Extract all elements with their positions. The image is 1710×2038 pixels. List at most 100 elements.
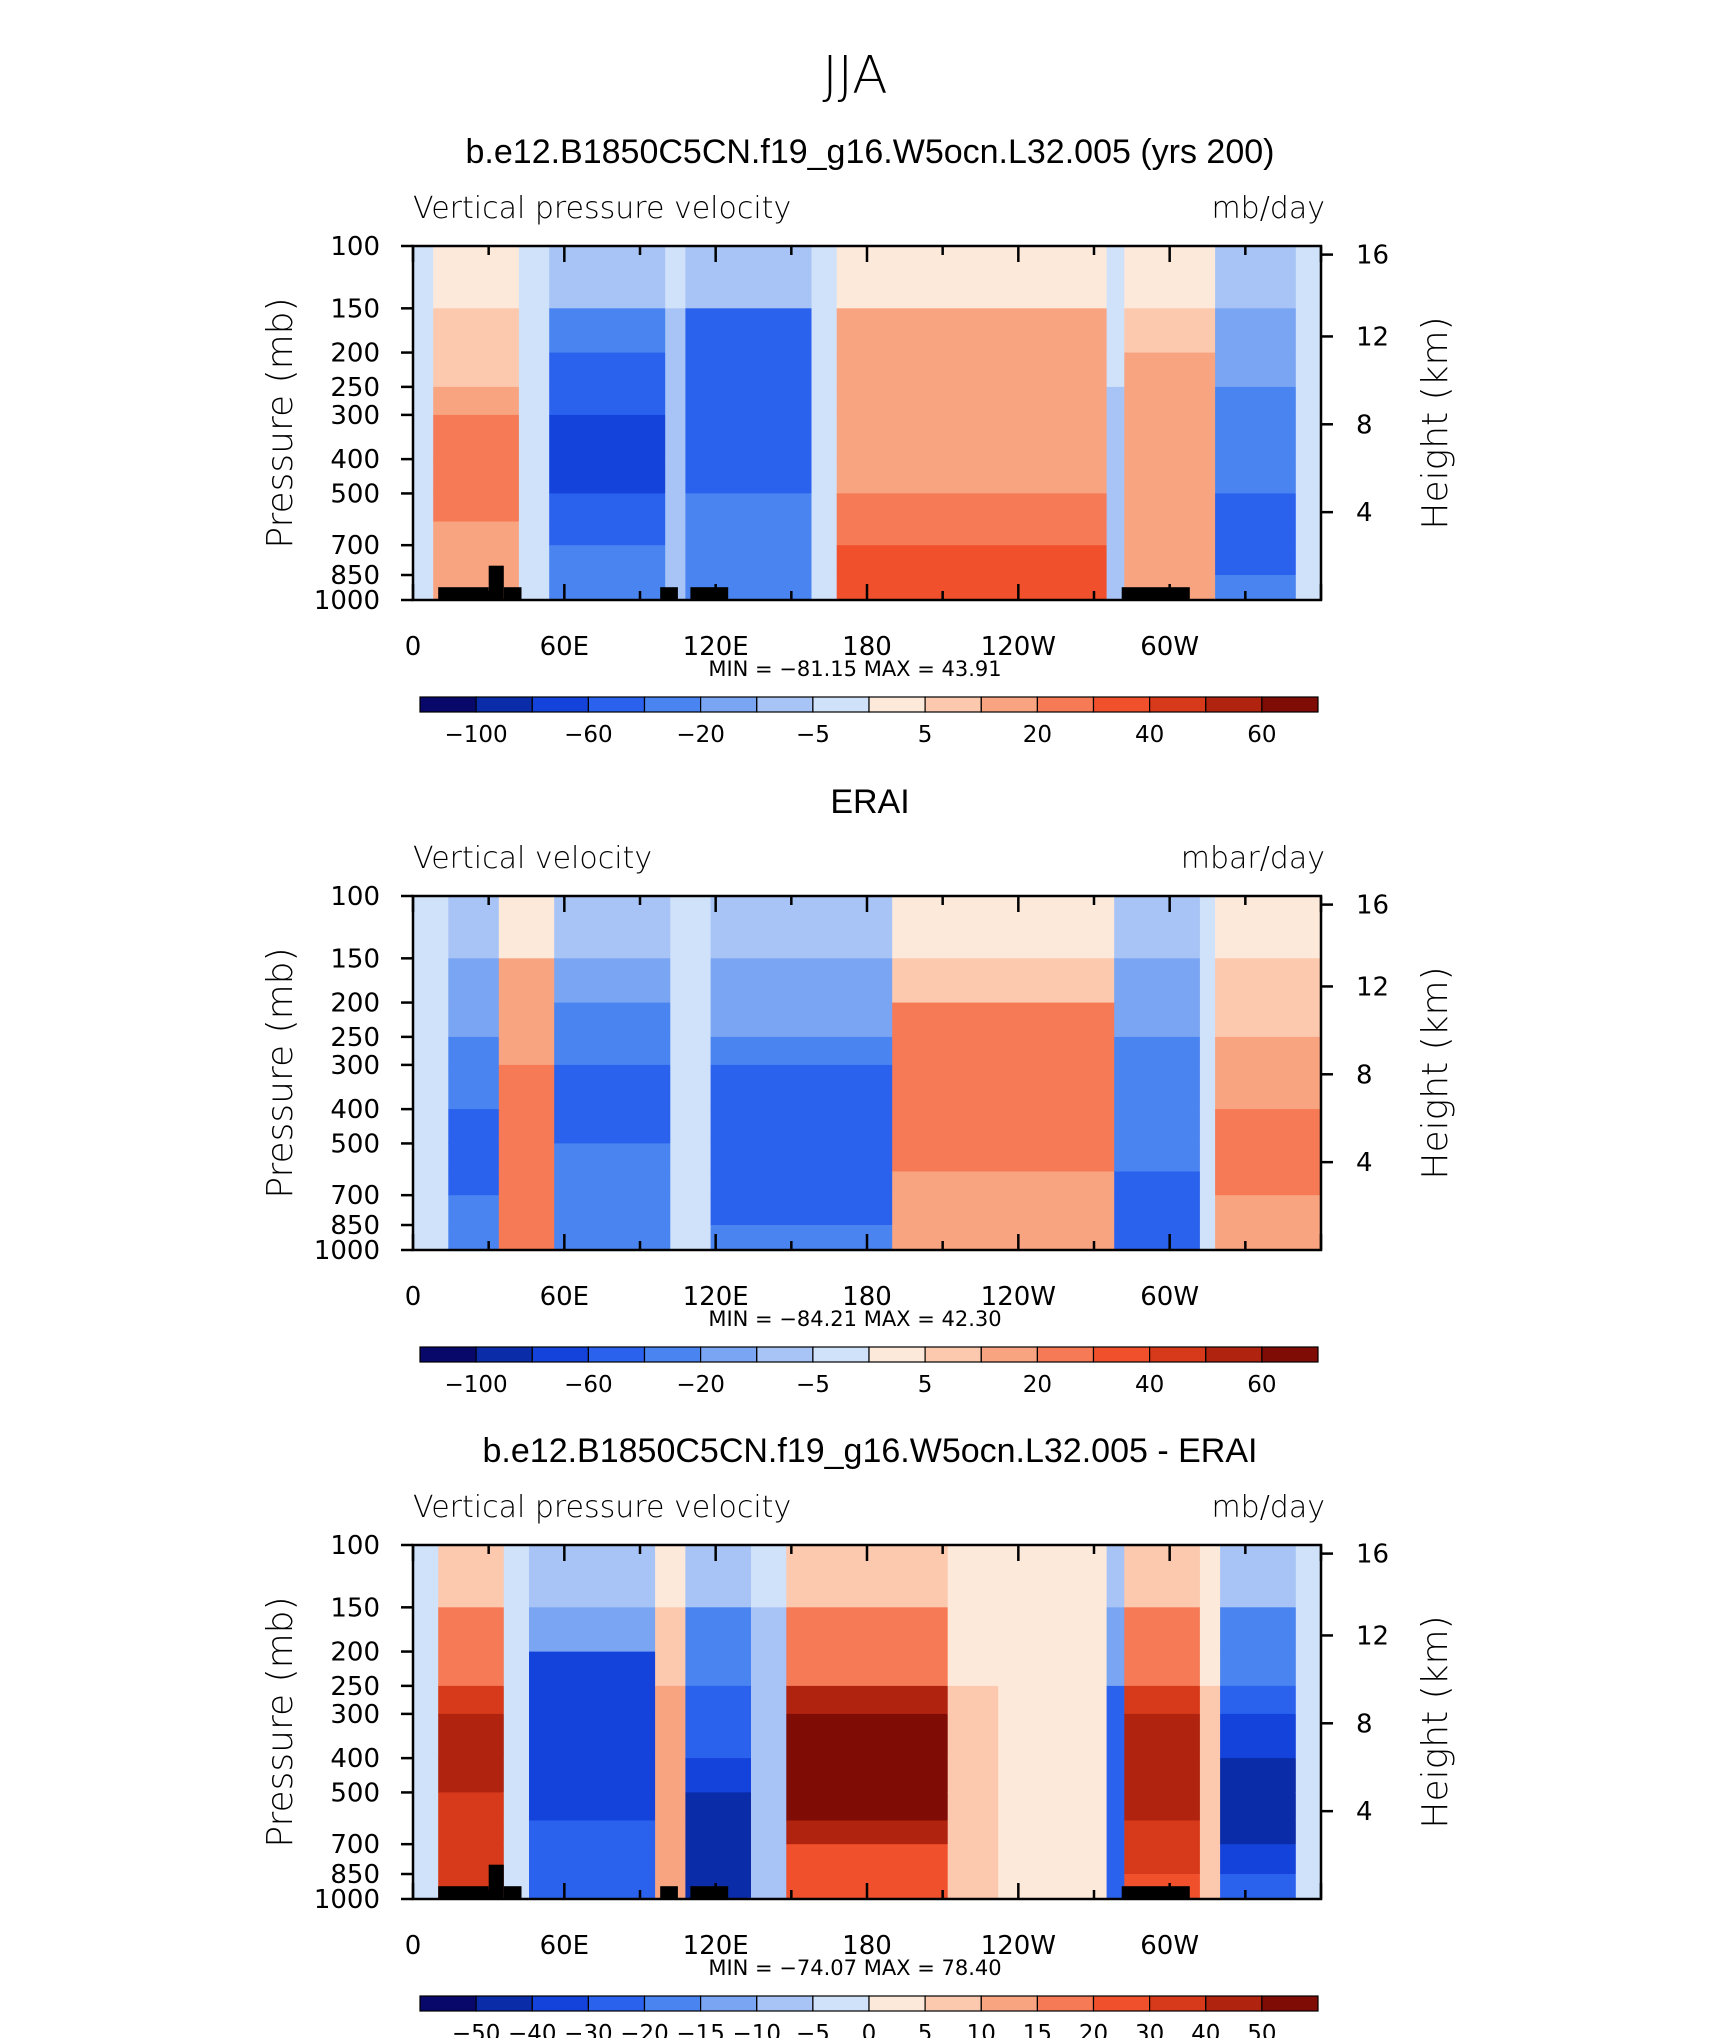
y-tick-label: 150 (330, 1593, 380, 1623)
contour-cell (1295, 246, 1322, 309)
contour-cell (998, 1685, 1108, 1715)
y-tick-label: 250 (330, 1023, 380, 1053)
contour-cell (1215, 1002, 1322, 1038)
contour-cell (1295, 1820, 1322, 1845)
contour-cell (1124, 386, 1216, 416)
contour-cell (1215, 459, 1297, 494)
contour-cell (448, 1002, 500, 1038)
colorbar: −50 −40 −30 −20 −15 −10 −5 0 5 10 15 20 30 40 50 (419, 1995, 1319, 2038)
contour-cell (665, 308, 686, 354)
contour-cell (1106, 521, 1125, 546)
contour-cell (549, 493, 666, 522)
contour-cell (1215, 493, 1297, 522)
contour-cell (710, 1109, 893, 1144)
contour-cell (1106, 1651, 1125, 1687)
contour-cell (751, 1713, 787, 1759)
colorbar-swatch (756, 1346, 814, 1363)
contour-cell (947, 1874, 999, 1900)
contour-cell (438, 1792, 505, 1821)
colorbar-swatch (587, 1346, 646, 1363)
y-tick-label: 1000 (314, 586, 380, 616)
contour-cell (1106, 1607, 1125, 1653)
x-tick-label: 0 (405, 632, 422, 662)
contour-cell (549, 575, 666, 601)
contour-cell (836, 308, 1108, 354)
y2-tick-label: 8 (1356, 410, 1373, 440)
colorbar-swatch (419, 696, 477, 713)
colorbar: −100 −60 −20 −5 5 20 40 60 (419, 696, 1319, 748)
y2-tick-label: 12 (1356, 322, 1389, 352)
topography-mask (1121, 587, 1190, 600)
topography-mask (690, 587, 729, 600)
contour-cell (529, 1844, 656, 1875)
contour-cell (438, 1820, 505, 1845)
y2-axis-title: Height (km) (1415, 1615, 1456, 1828)
colorbar-swatch (531, 1995, 589, 2012)
contour-cell (413, 1002, 449, 1038)
contour-cell (1106, 308, 1125, 354)
x-tick-label: 120E (683, 1282, 749, 1312)
contour-cell (665, 459, 686, 494)
topography-mask (503, 1886, 522, 1899)
contour-cell (413, 1792, 439, 1821)
contour-cell (413, 386, 434, 416)
contour-cell (786, 1607, 949, 1653)
x-tick-label: 60E (540, 1282, 590, 1312)
colorbar-swatch (756, 1995, 814, 2012)
contour-cell (1114, 1195, 1201, 1226)
contour-cell (1215, 958, 1322, 1004)
contour-cell (438, 1651, 505, 1687)
colorbar-swatch (1261, 1346, 1319, 1363)
y-tick-label: 850 (330, 561, 380, 591)
contour-cell (549, 246, 666, 309)
contour-cell (438, 1713, 505, 1759)
contour-cell (1106, 493, 1125, 522)
contour-cell (413, 1225, 449, 1251)
y-axis-title: Pressure (mb) (260, 947, 301, 1198)
contour-cell (413, 1874, 439, 1900)
contour-cell (518, 414, 550, 460)
contour-cell (413, 1545, 439, 1608)
y2-tick-label: 12 (1356, 972, 1389, 1002)
contour-cell (1124, 1713, 1201, 1759)
contour-cell (670, 896, 712, 959)
topography-mask (488, 565, 504, 600)
contour-cell (710, 896, 893, 959)
contour-cell (786, 1651, 949, 1687)
contour-cell (670, 1036, 712, 1066)
contour-cell (413, 1064, 449, 1110)
contour-cell (1215, 896, 1322, 959)
contour-cell (498, 1171, 555, 1196)
contour-cell (786, 1758, 949, 1793)
contour-cell (685, 386, 813, 416)
contour-cell (448, 1036, 500, 1066)
colorbar-swatch (1092, 1346, 1151, 1363)
contour-cell (1215, 1143, 1322, 1172)
x-tick-label: 0 (405, 1931, 422, 1961)
contour-cell (413, 521, 434, 546)
contour-cell (518, 246, 550, 309)
y-tick-label: 200 (330, 989, 380, 1019)
colorbar-label: 0 (862, 2021, 877, 2038)
contour-cell (438, 1545, 505, 1608)
contour-cell (1295, 386, 1322, 416)
panel-difference: b.e12.B1850C5CN.f19_g16.W5ocn.L32.005 - … (260, 1432, 1456, 2038)
contour-cell (518, 386, 550, 416)
contour-cell (448, 1143, 500, 1172)
contour-cell (1199, 1820, 1221, 1845)
contour-cell (1199, 1109, 1216, 1144)
contour-cell (1199, 1651, 1221, 1687)
contour-cell (1124, 1545, 1201, 1608)
contour-cell (947, 1545, 999, 1608)
colorbar: −100 −60 −20 −5 5 20 40 60 (419, 1346, 1319, 1398)
x-tick-label: 120W (981, 1931, 1056, 1961)
contour-cell (503, 1545, 530, 1608)
contour-cell (413, 1109, 449, 1144)
contour-cell (998, 1758, 1108, 1793)
colorbar-swatch (868, 696, 926, 713)
contour-cell (529, 1820, 656, 1845)
contour-cell (1114, 1002, 1201, 1038)
y-tick-label: 150 (330, 294, 380, 324)
colorbar-swatch (531, 1346, 589, 1363)
